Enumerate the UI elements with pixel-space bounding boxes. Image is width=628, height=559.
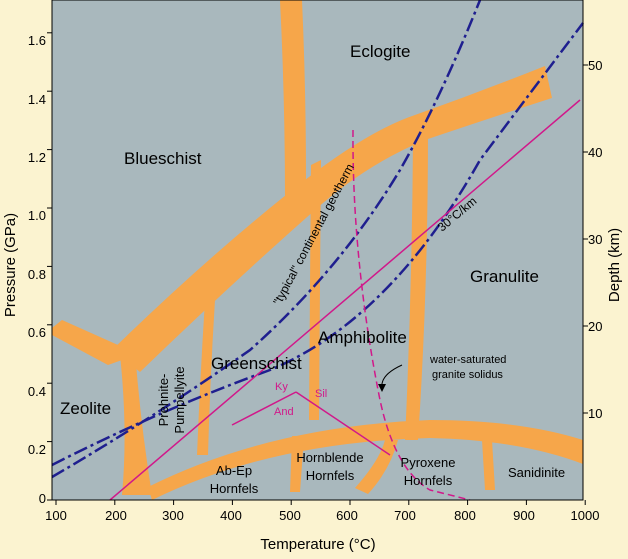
y-tick-label: 1.4	[28, 92, 46, 107]
facies-prehnite-line1: Prehnite-	[156, 374, 171, 427]
geotherm-curves	[51, 0, 584, 479]
and-sil-line	[295, 391, 391, 456]
x-tick-labels: 100 200 300 400 500 600 700 800 900 1000	[45, 508, 599, 523]
x-axis-label: Temperature (°C)	[260, 536, 375, 553]
facies-labels: Eclogite Blueschist Granulite Amphibolit…	[60, 42, 565, 496]
x-tick-label: 300	[162, 508, 184, 523]
facies-amphibolite: Amphibolite	[318, 328, 407, 347]
andalusite-label: And	[274, 406, 294, 418]
boundary-abep-hornblende-hornfels	[290, 436, 304, 492]
facies-abep-line2: Hornfels	[210, 481, 259, 496]
solidus-label-line1: water-saturated	[429, 354, 506, 366]
right-tick-label: 30	[588, 232, 602, 247]
y-axis-label: Pressure (GPa)	[2, 213, 19, 317]
facies-prehnite-line2: Pumpellyite	[172, 366, 187, 433]
right-tick-label: 40	[588, 145, 602, 160]
aluminosilicate-lines	[109, 99, 581, 501]
right-tick-label: 10	[588, 406, 602, 421]
y-tick-label: 0.6	[28, 325, 46, 340]
boundary-hornfels-upper	[148, 420, 583, 500]
kyanite-label: Ky	[275, 381, 288, 393]
right-tick-label: 20	[588, 319, 602, 334]
y-tick-label: 0.4	[28, 384, 46, 399]
y-tick-label: 1.6	[28, 33, 46, 48]
facies-sanidinite: Sanidinite	[508, 465, 565, 480]
solidus-label-line2: granite solidus	[432, 369, 503, 381]
right-tick-labels: 10 20 30 40 50	[588, 58, 602, 421]
facies-hornblende-line2: Hornfels	[306, 468, 355, 483]
plot-border	[51, 0, 584, 501]
boundary-pyroxene-sanidinite	[482, 440, 495, 490]
boundary-eclogite-amphibolite	[280, 0, 306, 200]
right-axis-label: Depth (km)	[606, 228, 623, 302]
x-tick-label: 1000	[571, 508, 600, 523]
boundary-zeolite-blueschist	[52, 320, 122, 365]
y-axis-ticks	[47, 32, 52, 501]
y-tick-labels: 0 0.2 0.4 0.6 0.8 1.0 1.2 1.4 1.6	[28, 33, 46, 506]
y-tick-label: 0	[39, 491, 46, 506]
gradient-line	[51, 22, 584, 467]
x-tick-label: 200	[105, 508, 127, 523]
facies-zeolite: Zeolite	[60, 399, 111, 418]
boundary-greenschist-prehnite	[197, 300, 215, 455]
solidus-arrowhead	[378, 384, 386, 392]
right-tick-label: 50	[588, 58, 602, 73]
x-tick-label: 800	[454, 508, 476, 523]
sillimanite-label: Sil	[315, 388, 327, 400]
x-tick-label: 600	[336, 508, 358, 523]
boundary-amphibolite-granulite	[405, 130, 428, 440]
y-tick-label: 1.2	[28, 150, 46, 165]
y-tick-label: 0.2	[28, 442, 46, 457]
x-tick-label: 900	[513, 508, 535, 523]
facies-pyroxene-line2: Hornfels	[404, 473, 453, 488]
facies-pyroxene-line1: Pyroxene	[401, 455, 456, 470]
boundary-greenschist-amphibolite	[309, 160, 321, 420]
boundary-blueschist-greenschist	[112, 66, 552, 372]
facies-eclogite: Eclogite	[350, 42, 410, 61]
facies-abep-line1: Ab-Ep	[216, 463, 252, 478]
granite-solidus-line	[352, 129, 471, 501]
ky-and-line	[231, 391, 297, 426]
x-tick-label: 500	[279, 508, 301, 523]
ky-sil-line	[109, 99, 581, 501]
y-tick-label: 0.8	[28, 267, 46, 282]
x-tick-label: 100	[45, 508, 67, 523]
x-axis-ticks	[55, 500, 586, 505]
x-tick-label: 400	[220, 508, 242, 523]
y-tick-label: 1.0	[28, 208, 46, 223]
right-axis-ticks	[583, 64, 588, 414]
boundary-prehnite-zeolite	[120, 350, 152, 495]
facies-blueschist: Blueschist	[124, 149, 202, 168]
facies-granulite: Granulite	[470, 267, 539, 286]
x-tick-label: 700	[394, 508, 416, 523]
facies-hornblende-line1: Hornblende	[296, 450, 363, 465]
facies-greenschist: Greenschist	[211, 354, 302, 373]
